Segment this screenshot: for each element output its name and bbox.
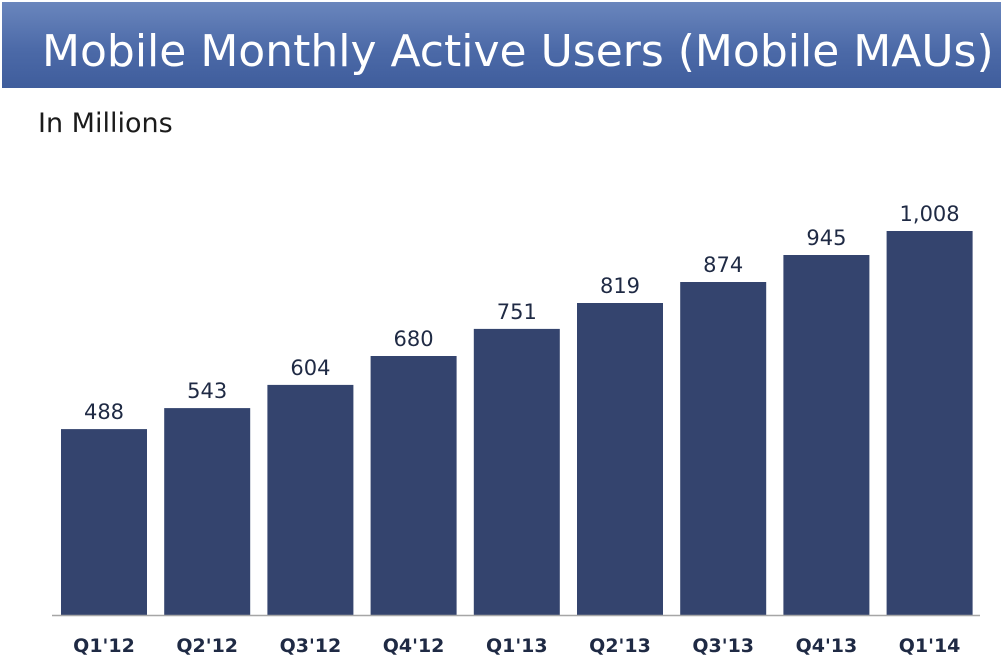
value-label: 680 [394, 327, 434, 351]
bar-Q1'14 [886, 231, 973, 615]
bar-Q2'12 [164, 408, 251, 615]
bar-Q2'13 [577, 303, 663, 615]
chart-title: Mobile Monthly Active Users (Mobile MAUs… [42, 26, 994, 77]
value-label: 819 [600, 274, 640, 298]
category-label: Q2'12 [176, 635, 238, 657]
bar-Q4'12 [370, 356, 457, 615]
bar-Q3'12 [267, 384, 354, 615]
value-label: 945 [806, 226, 846, 250]
chart-subtitle: In Millions [38, 108, 173, 139]
category-label: Q3'12 [280, 635, 342, 657]
bar-Q4'13 [783, 255, 870, 615]
bar-Q1'12 [61, 429, 147, 615]
category-label: Q4'12 [383, 635, 445, 657]
title-banner: Mobile Monthly Active Users (Mobile MAUs… [2, 2, 1001, 88]
value-label: 1,008 [900, 202, 960, 226]
value-label: 488 [84, 400, 124, 424]
category-label: Q4'13 [796, 635, 858, 657]
bar-Q1'13 [473, 328, 560, 615]
category-label: Q3'13 [692, 635, 754, 657]
bar-Q3'13 [680, 282, 767, 615]
value-label: 751 [497, 300, 537, 324]
category-label: Q1'12 [73, 635, 135, 657]
value-label: 543 [187, 379, 227, 403]
category-label: Q1'13 [486, 635, 548, 657]
value-label: 874 [703, 253, 743, 277]
category-label: Q2'13 [589, 635, 651, 657]
value-label: 604 [290, 356, 330, 380]
category-label: Q1'14 [899, 635, 961, 657]
